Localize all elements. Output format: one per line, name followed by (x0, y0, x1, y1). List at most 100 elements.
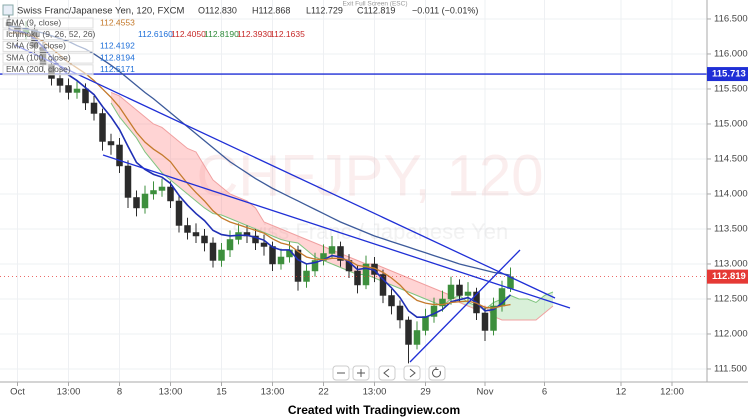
candle (65, 78, 72, 100)
candle (158, 178, 166, 197)
candle-body (311, 260, 319, 272)
trend-line (102, 154, 571, 309)
candle-body (354, 270, 361, 286)
candle (362, 255, 370, 290)
legend-box (2, 52, 94, 64)
candle (260, 234, 268, 256)
y-tick-label: 114.000 (714, 188, 748, 199)
candle (405, 316, 412, 364)
cloud-segment (179, 141, 188, 194)
x-tick-label: 15 (216, 387, 227, 398)
y-tick-label: 114.500 (714, 153, 748, 164)
y-tick-label: 116.500 (714, 13, 748, 24)
candle-body (73, 88, 81, 93)
scroll-left-button[interactable] (378, 365, 396, 381)
candle (116, 137, 123, 173)
scroll-right-icon (409, 368, 416, 378)
candle (379, 269, 387, 304)
candle (226, 230, 234, 257)
y-tick-label: 113.500 (714, 223, 748, 234)
candle-body (226, 239, 234, 251)
x-tick-label: 13:00 (363, 387, 387, 398)
candle (218, 242, 225, 267)
cloud-segment (272, 225, 281, 240)
candle-body (167, 186, 174, 202)
reset-button[interactable] (428, 365, 446, 381)
x-tick-label: 8 (117, 387, 122, 398)
candle-body (90, 102, 98, 114)
candle-body (158, 186, 166, 191)
candle (209, 237, 217, 268)
cloud-segment (408, 277, 417, 296)
candle (303, 263, 310, 288)
legend-name: SMA (100, close) (6, 52, 71, 62)
candle (150, 181, 157, 200)
indicator-line (9, 32, 511, 309)
candle (133, 190, 140, 217)
cloud-segment (425, 284, 434, 303)
candle (439, 290, 446, 312)
candle-body (209, 242, 217, 261)
candle-body (116, 144, 123, 167)
candle-body (456, 284, 463, 296)
reset-icon (432, 367, 441, 378)
header: Swiss Franc/Japanese Yen, 120, FXCM O112… (2, 4, 478, 76)
last-price-label: 112.819 (712, 271, 746, 282)
candle-body (124, 165, 132, 198)
candle-body (175, 200, 183, 226)
y-tick-label: 115.500 (714, 83, 748, 94)
candle (141, 185, 149, 214)
watermark-symbol: CHFJPY, 120 (196, 143, 543, 208)
candle-body (201, 235, 208, 244)
candle (201, 228, 208, 252)
candle-body (218, 249, 225, 261)
legend-box (2, 64, 94, 76)
candle (464, 282, 472, 304)
legend-name: SMA (50, close) (6, 41, 66, 51)
candle-body (439, 298, 446, 307)
candle-body (141, 193, 149, 209)
legend-value: 112.4192 (100, 41, 135, 51)
cloud-segment (230, 193, 239, 222)
y-tick-label: 111.500 (714, 363, 747, 374)
candle-body (464, 291, 472, 296)
cloud-segment (459, 295, 468, 306)
candle (430, 297, 438, 323)
candle-body (481, 312, 489, 331)
legend-name: EMA (9, close) (6, 17, 61, 27)
cloud-segment (306, 239, 315, 257)
legend-value: 112.4553 (100, 17, 135, 27)
candle-body (184, 225, 191, 233)
exit-fullscreen[interactable]: Exit Full Screen (ESC) (342, 1, 407, 8)
cloud-segment (264, 221, 273, 236)
legend-value: 112.3930 (237, 29, 272, 39)
x-tick-label: 12 (616, 387, 627, 398)
x-tick-label: Nov (477, 387, 494, 398)
x-tick-label: 29 (420, 387, 431, 398)
candle (192, 223, 200, 243)
last-price-box (707, 269, 748, 284)
candle-body (192, 232, 200, 237)
x-tick-label: 13:00 (261, 387, 285, 398)
scroll-right-button[interactable] (403, 365, 421, 381)
candle-body (99, 113, 106, 142)
cloud-segment (170, 134, 179, 187)
ohlc-value: C112.819 (357, 5, 395, 15)
candle-body (430, 305, 438, 317)
cloud-segment (187, 148, 196, 201)
cloud-segment (247, 200, 256, 229)
x-tick-label: 13:00 (57, 387, 81, 398)
legend-name: Ichimoku (9, 26, 52, 26) (6, 29, 95, 39)
scroll-left-icon (383, 368, 390, 378)
cloud-segment (162, 127, 171, 180)
candle-body (388, 295, 395, 307)
ohlc-value: −0.011 (−0.01%) (412, 5, 478, 15)
ohlc-value: O112.830 (198, 5, 237, 15)
cloud-segment (238, 197, 247, 226)
candle-body (396, 305, 404, 321)
candle (277, 248, 285, 270)
candle-body (133, 197, 140, 209)
candle-body (107, 141, 115, 146)
candle (396, 300, 404, 329)
